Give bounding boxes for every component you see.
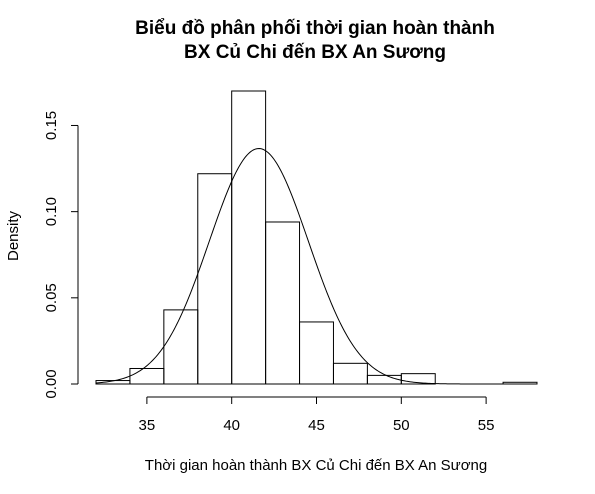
y-tick-label-0.05: 0.05 <box>43 283 60 312</box>
histogram-bars <box>95 90 538 385</box>
x-axis-label: Thời gian hoàn thành BX Củ Chi đến BX An… <box>145 457 487 474</box>
histogram-bar-5 <box>265 221 301 385</box>
y-axis-label: Density <box>5 210 22 261</box>
chart-title-line1: Biểu đồ phân phối thời gian hoàn thành <box>135 18 495 39</box>
y-tick-label-0.15: 0.15 <box>43 111 60 140</box>
histogram-bar-7 <box>332 362 368 385</box>
x-axis: 35 40 45 50 55 <box>139 396 495 434</box>
x-tick-label-50: 50 <box>393 417 410 434</box>
x-tick-label-55: 55 <box>478 417 495 434</box>
histogram-bar-9 <box>400 373 436 385</box>
y-tick-label-0.00: 0.00 <box>43 369 60 398</box>
x-tick-label-35: 35 <box>139 417 156 434</box>
normal-density-curve <box>95 148 537 385</box>
x-tick-label-45: 45 <box>308 417 325 434</box>
y-tick-label-0.10: 0.10 <box>43 197 60 226</box>
histogram-bar-4 <box>231 90 267 385</box>
x-tick-label-40: 40 <box>223 417 240 434</box>
y-axis: 0.00 0.05 0.10 0.15 <box>43 111 79 399</box>
histogram-bar-8 <box>366 374 402 385</box>
histogram-bar-3 <box>197 173 233 385</box>
chart-title-line2: BX Củ Chi đến BX An Sương <box>184 42 446 63</box>
histogram-bar-6 <box>299 321 334 385</box>
histogram-bar-1 <box>129 367 165 385</box>
histogram-bar-2 <box>163 309 199 385</box>
